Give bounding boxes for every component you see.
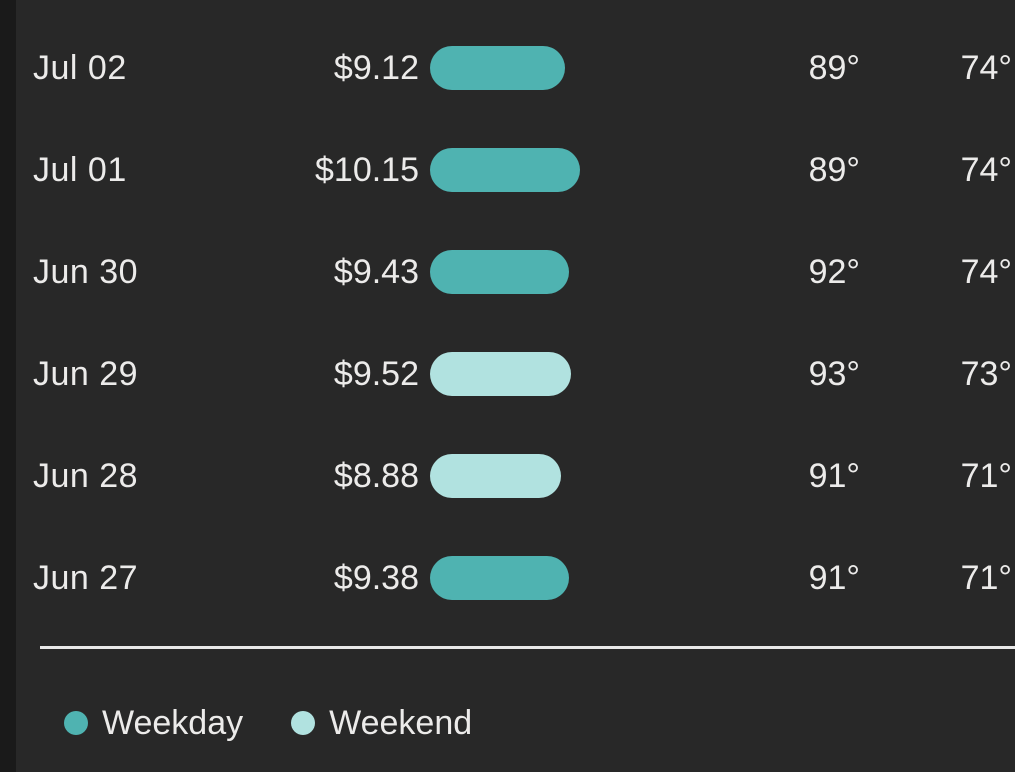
weekend-dot-icon bbox=[291, 711, 316, 735]
high-temp: 91° bbox=[808, 457, 860, 495]
cost-bar bbox=[430, 148, 580, 192]
legend-label: Weekday bbox=[102, 703, 244, 742]
date-label: Jul 02 bbox=[33, 49, 127, 87]
table-row[interactable]: Jun 28 $8.88 91° 71° bbox=[16, 426, 1015, 526]
low-temp: 73° bbox=[960, 355, 1012, 393]
low-temp: 71° bbox=[960, 559, 1012, 597]
cost-bar bbox=[430, 352, 571, 396]
table-row[interactable]: Jun 27 $9.38 91° 71° bbox=[16, 528, 1015, 628]
table-row[interactable]: Jun 30 $9.43 92° 74° bbox=[16, 222, 1015, 322]
legend-item-weekend: Weekend bbox=[291, 704, 472, 743]
low-temp: 74° bbox=[960, 151, 1012, 189]
cost-bar bbox=[430, 46, 565, 90]
legend-label: Weekend bbox=[329, 703, 473, 742]
cost-bar bbox=[430, 454, 562, 498]
date-label: Jun 29 bbox=[33, 355, 139, 393]
high-temp: 89° bbox=[808, 49, 860, 87]
divider bbox=[40, 646, 1015, 649]
legend: Weekday Weekend bbox=[64, 700, 520, 746]
cost-bar bbox=[430, 556, 569, 600]
usage-panel: Jul 02 $9.12 89° 74° Jul 01 $10.15 89° 7… bbox=[16, 0, 1015, 772]
cost-label: $9.38 bbox=[333, 559, 419, 597]
high-temp: 89° bbox=[808, 151, 860, 189]
cost-label: $9.12 bbox=[333, 49, 419, 87]
high-temp: 93° bbox=[808, 355, 860, 393]
cost-bar bbox=[430, 250, 570, 294]
low-temp: 74° bbox=[960, 49, 1012, 87]
date-label: Jun 30 bbox=[33, 253, 139, 291]
table-row[interactable]: Jul 01 $10.15 89° 74° bbox=[16, 120, 1015, 220]
cost-label: $9.43 bbox=[333, 253, 419, 291]
cost-label: $8.88 bbox=[333, 457, 419, 495]
low-temp: 71° bbox=[960, 457, 1012, 495]
table-row[interactable]: Jun 29 $9.52 93° 73° bbox=[16, 324, 1015, 424]
weekday-dot-icon bbox=[64, 711, 88, 735]
date-label: Jun 28 bbox=[33, 457, 139, 495]
high-temp: 92° bbox=[808, 253, 860, 291]
low-temp: 74° bbox=[960, 253, 1012, 291]
legend-item-weekday: Weekday bbox=[64, 704, 243, 743]
high-temp: 91° bbox=[808, 559, 860, 597]
date-label: Jul 01 bbox=[33, 151, 127, 189]
table-row[interactable]: Jul 02 $9.12 89° 74° bbox=[16, 18, 1015, 118]
cost-label: $9.52 bbox=[333, 355, 419, 393]
date-label: Jun 27 bbox=[33, 559, 139, 597]
cost-label: $10.15 bbox=[315, 151, 419, 189]
